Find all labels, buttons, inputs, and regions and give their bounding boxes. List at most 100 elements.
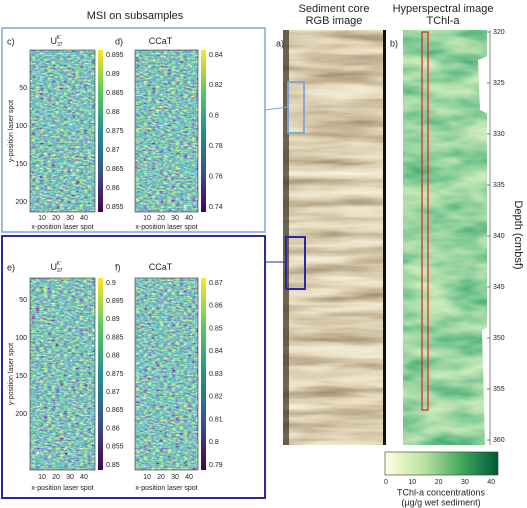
- x-tick-label: 40: [80, 215, 88, 222]
- x-tick-label: 20: [157, 215, 165, 222]
- hyper-title: TChl-a: [426, 15, 460, 27]
- y-tick-label: 200: [15, 411, 27, 418]
- x-tick-label: 10: [38, 215, 46, 222]
- x-tick-label: 20: [157, 474, 165, 481]
- y-tick-label: 50: [19, 297, 27, 304]
- colorbar-tick-label: 30: [461, 479, 469, 486]
- panel-title: U37K': [50, 261, 62, 274]
- colorbar-tick-label: 0.895: [106, 298, 124, 305]
- colorbar-tick-label: 0.885: [106, 334, 124, 341]
- y-tick-label: 50: [19, 85, 27, 92]
- colorbar-tick-label: 0.885: [106, 90, 124, 97]
- colorbar-tick-label: 0.865: [106, 407, 124, 414]
- depth-tick-label: 335: [493, 182, 505, 189]
- x-tick-label: 10: [38, 474, 46, 481]
- hyper-gap: [482, 325, 490, 445]
- colorbar-tick-label: 0.855: [106, 204, 124, 211]
- colorbar-tick-label: 0.83: [209, 371, 223, 378]
- y-axis-label: y-position laser spot: [8, 343, 15, 405]
- colorbar-tick-label: 0.85: [106, 462, 120, 469]
- x-tick-label: 20: [52, 474, 60, 481]
- top-box: [1, 27, 266, 233]
- colorbar-tick-label: 0.86: [106, 185, 120, 192]
- y-tick-label: 150: [15, 161, 27, 168]
- colorbar-tick-label: 0.78: [209, 143, 223, 150]
- core-title: RGB image: [306, 15, 363, 27]
- x-tick-label: 40: [185, 215, 193, 222]
- roi-bottom: [285, 236, 306, 290]
- colorbar-tick-label: 0.76: [209, 173, 223, 180]
- panel-title-main: CCaT: [149, 36, 173, 46]
- heatmap-frame: [29, 49, 96, 213]
- connector: [264, 106, 289, 111]
- colorbar-tick-label: 0.84: [209, 348, 223, 355]
- bottom-box: [1, 235, 266, 499]
- y-tick-label: 100: [15, 335, 27, 342]
- panel-title: CCaT: [149, 262, 173, 272]
- depth-tick-label: 320: [493, 29, 505, 36]
- colorbar-tick-label: 0.8: [209, 113, 219, 120]
- colorbar-tick-label: 0.82: [209, 394, 223, 401]
- panel-title-sup: K': [57, 261, 61, 267]
- panel-title-main: U: [50, 36, 57, 46]
- colorbar-tick-label: 0.87: [106, 389, 120, 396]
- colorbar-tick-label: 0.86: [106, 425, 120, 432]
- colorbar-tick-label: 0.74: [209, 204, 223, 211]
- panel-title-sub: 37: [57, 268, 63, 274]
- panel-label: a): [276, 38, 284, 48]
- panel-title-sub: 37: [57, 42, 63, 48]
- x-tick-label: 10: [143, 215, 151, 222]
- colorbar-tick-label: 0.895: [106, 52, 124, 59]
- core-divider: [383, 30, 386, 445]
- tchl-colorbar: [384, 451, 499, 476]
- colorbar-tick-label: 0.875: [106, 371, 124, 378]
- colorbar-label: (µg/g wet sediment): [401, 497, 480, 507]
- heatmap-frame: [29, 277, 96, 471]
- colorbar-tick-label: 0.88: [106, 353, 120, 360]
- panel-title-sup: K': [57, 35, 61, 41]
- hyper-gap: [478, 55, 490, 115]
- colorbar-tick-label: 40: [487, 479, 495, 486]
- x-tick-label: 10: [143, 474, 151, 481]
- msi-colorbar: [201, 278, 206, 470]
- x-tick-label: 30: [66, 215, 74, 222]
- colorbar-tick-label: 0.9: [106, 280, 116, 287]
- heatmap: [30, 50, 95, 212]
- heatmap-frame: [134, 49, 199, 213]
- colorbar-tick-label: 0.87: [209, 280, 223, 287]
- colorbar-tick-label: 0.84: [209, 52, 223, 59]
- panel-label: c): [7, 36, 15, 46]
- y-tick-label: 100: [15, 123, 27, 130]
- heatmap: [135, 278, 198, 470]
- hyper-image: [403, 30, 487, 445]
- depth-label: Depth (cmbsf): [512, 200, 524, 269]
- msi-colorbar: [201, 50, 206, 212]
- x-tick-label: 30: [171, 474, 179, 481]
- colorbar-tick-label: 0.87: [106, 147, 120, 154]
- x-axis-label: x-position laser spot: [135, 485, 197, 492]
- figure-title: MSI on subsamples: [87, 10, 184, 22]
- x-axis-label: x-position laser spot: [135, 224, 197, 231]
- colorbar-tick-label: 0.865: [106, 166, 124, 173]
- x-axis-label: x-position laser spot: [31, 224, 93, 231]
- colorbar-label: TChl-a concentrations: [397, 487, 486, 497]
- colorbar-tick-label: 0.82: [209, 82, 223, 89]
- x-tick-label: 20: [52, 215, 60, 222]
- depth-tick-label: 355: [493, 386, 505, 393]
- depth-tick-label: 350: [493, 335, 505, 342]
- x-axis-label: x-position laser spot: [31, 485, 93, 492]
- colorbar-tick-label: 0.875: [106, 128, 124, 135]
- msi-colorbar: [98, 50, 103, 212]
- msi-colorbar: [98, 278, 103, 470]
- depth-tick-label: 330: [493, 131, 505, 138]
- panel-title-main: U: [50, 262, 57, 272]
- depth-tick-label: 340: [493, 233, 505, 240]
- colorbar-tick-label: 0.88: [106, 109, 120, 116]
- core-title: Sediment core: [299, 3, 370, 15]
- depth-tick-label: 360: [493, 437, 505, 444]
- panel-title-main: CCaT: [149, 262, 173, 272]
- y-tick-label: 200: [15, 199, 27, 206]
- panel-label: e): [7, 262, 15, 272]
